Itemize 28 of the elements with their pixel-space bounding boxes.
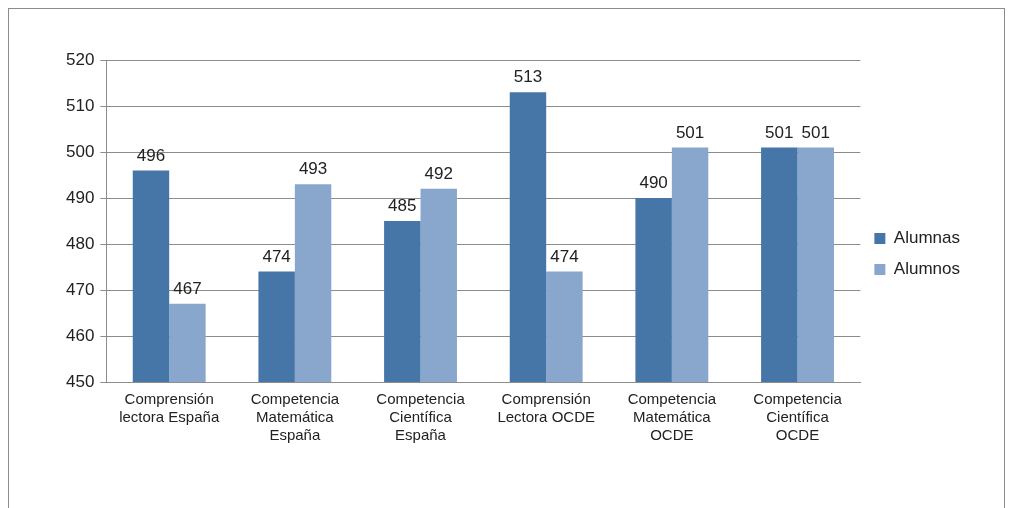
x-tick-label: Comprensión lectora España [119,390,220,426]
legend-label: Alumnos [893,259,960,279]
data-label: 490 [639,173,668,193]
data-label: 474 [550,246,579,266]
data-label: 501 [801,122,830,142]
x-tick-label: Competencia Matemática OCDE [627,390,717,444]
x-tick-label: Comprensión Lectora OCDE [497,390,595,426]
legend-label: Alumnas [893,228,960,248]
data-label: 467 [173,278,202,298]
y-tick-label: 510 [65,95,95,115]
data-label: 493 [298,159,328,179]
data-label: 501 [765,122,794,142]
x-tick-label: Competencia Científica OCDE [753,390,843,444]
y-tick-label: 490 [65,187,95,207]
y-tick-label: 480 [65,233,95,253]
y-tick-label: 450 [65,371,95,391]
y-tick-label: 470 [65,279,95,299]
data-label: 513 [513,67,543,87]
y-tick-label: 520 [65,49,95,69]
data-label: 474 [262,246,291,266]
y-tick-label: 460 [65,325,95,345]
data-label: 496 [136,145,166,165]
x-tick-label: Competencia Científica España [376,390,466,444]
x-tick-label: Competencia Matemática España [250,390,340,444]
data-label: 492 [424,163,453,183]
y-tick-label: 500 [65,141,95,161]
data-label: 485 [388,196,417,216]
data-label: 501 [675,122,705,142]
